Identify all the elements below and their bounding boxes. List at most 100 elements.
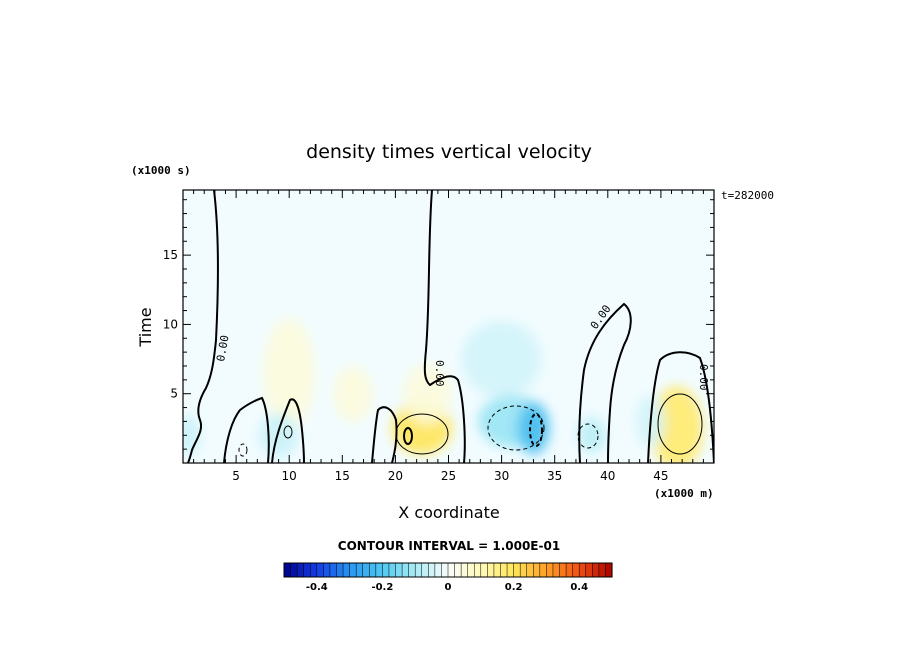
- colorbar-tick-label: 0.2: [505, 582, 523, 593]
- positive-contour-line: [657, 393, 703, 455]
- colorbar-cell: [585, 562, 593, 578]
- colorbar-cell: [500, 562, 508, 578]
- colorbar-cell: [349, 562, 357, 578]
- positive-contour-line: [403, 427, 413, 445]
- time-label: t=282000: [721, 189, 774, 202]
- colorbar-cell: [395, 562, 403, 578]
- x-tick-label: 25: [441, 469, 456, 483]
- colorbar-cell: [401, 562, 410, 578]
- x-axis: 5 10 15 20 25 30 35 40 45: [193, 190, 704, 483]
- y-tick-label: 15: [163, 248, 178, 262]
- colorbar-ticks: -0.4 -0.2 0 0.2 0.4: [306, 582, 588, 593]
- colorbar-cell: [362, 562, 370, 578]
- contour-label: 0.00: [433, 360, 446, 387]
- x-tick-label: 15: [335, 469, 350, 483]
- colorbar-cell: [323, 562, 331, 578]
- field-blob: [183, 415, 201, 456]
- colorbar-cell: [296, 562, 305, 578]
- colorbar-cell: [428, 562, 436, 578]
- colorbar-cell: [290, 562, 298, 578]
- x-tick-label: 45: [653, 469, 668, 483]
- x-tick-label: 35: [547, 469, 562, 483]
- y-tick-label: 5: [170, 387, 178, 401]
- colorbar-cell: [382, 562, 390, 578]
- colorbar-cell: [467, 562, 475, 578]
- colorbar-cell: [329, 562, 338, 578]
- colorbar-cell: [460, 562, 469, 578]
- colorbar-cell: [572, 562, 580, 578]
- colorbar-cell: [342, 562, 351, 578]
- colorbar-cell: [598, 562, 606, 578]
- colorbar-cell: [421, 562, 429, 578]
- contour-label: 0.00: [697, 364, 710, 391]
- contour-label: 0.00: [214, 334, 231, 362]
- contour-interval-label: CONTOUR INTERVAL = 1.000E-01: [338, 539, 560, 553]
- positive-contour-line: [395, 413, 449, 455]
- zero-contour-line: [578, 302, 632, 463]
- x-tick-label: 30: [494, 469, 509, 483]
- field-blob: [461, 321, 542, 398]
- zero-contour-line: [223, 396, 270, 463]
- colorbar-cell: [506, 562, 515, 578]
- x-axis-label: X coordinate: [398, 503, 499, 522]
- colorbar-cell: [592, 562, 600, 578]
- colorbar-cell: [480, 562, 488, 578]
- colorbar-cell: [539, 562, 547, 578]
- colorbar-cell: [441, 562, 449, 578]
- colorbar-cell: [487, 562, 495, 578]
- colorbar-cell: [533, 562, 541, 578]
- colorbar-cell: [605, 562, 613, 578]
- colorbar-cell: [513, 562, 521, 578]
- zero-contour-line: [647, 351, 714, 463]
- colorbar-cell: [283, 562, 292, 578]
- colorbar-cell: [519, 562, 528, 578]
- contour-lines: [187, 190, 714, 463]
- colorbar-tick-label: 0: [445, 582, 452, 593]
- colorbar-cell: [434, 562, 442, 578]
- colorbar-tick-label: -0.4: [306, 582, 328, 593]
- colorbar-cell: [316, 562, 324, 578]
- colorbar-cell: [565, 562, 574, 578]
- positive-contour-line: [283, 425, 293, 439]
- colorbar: [283, 562, 613, 578]
- colorbar-frame: [283, 562, 613, 578]
- x-unit-label: (x1000 m): [654, 487, 714, 500]
- colorbar-tick-label: 0.4: [570, 582, 588, 593]
- colorbar-cell: [408, 562, 416, 578]
- field-blob: [258, 413, 299, 458]
- y-tick-label: 10: [163, 317, 178, 331]
- colorbar-tick-label: -0.2: [371, 582, 393, 593]
- colorbar-cell: [559, 562, 567, 578]
- colorbar-cell: [309, 562, 318, 578]
- zero-contour-line: [423, 190, 466, 463]
- colorbar-cell: [414, 562, 423, 578]
- y-axis: 5 10 15: [163, 199, 714, 450]
- negative-contour-line: [487, 405, 545, 451]
- field-blob: [517, 402, 550, 455]
- x-tick-label: 5: [232, 469, 240, 483]
- colorbar-cell: [546, 562, 554, 578]
- colorbar-cell: [388, 562, 397, 578]
- negative-contour-line: [577, 423, 599, 449]
- field-blob: [577, 417, 606, 454]
- negative-contour-line: [238, 443, 248, 457]
- colorbar-cell: [375, 562, 383, 578]
- colorbar-cell: [578, 562, 587, 578]
- colorbar-cell: [473, 562, 482, 578]
- colorbar-cell: [454, 562, 462, 578]
- zero-contour-line: [187, 190, 219, 463]
- field-blob: [332, 365, 373, 422]
- field-blob: [263, 317, 316, 428]
- x-tick-label: 40: [600, 469, 615, 483]
- negative-contour-line: [529, 413, 543, 447]
- colorbar-cell: [369, 562, 377, 578]
- plot-area: 0.00 0.00 0.00 0.00: [182, 189, 715, 464]
- zero-contour-line: [271, 398, 305, 463]
- colorbar-cell: [355, 562, 364, 578]
- x-tick-label: 20: [388, 469, 403, 483]
- colorbar-cell: [447, 562, 456, 578]
- zero-contour-line: [371, 406, 398, 463]
- colorbar-cell: [552, 562, 561, 578]
- colorbar-cell: [336, 562, 344, 578]
- y-axis-label: Time: [136, 307, 155, 347]
